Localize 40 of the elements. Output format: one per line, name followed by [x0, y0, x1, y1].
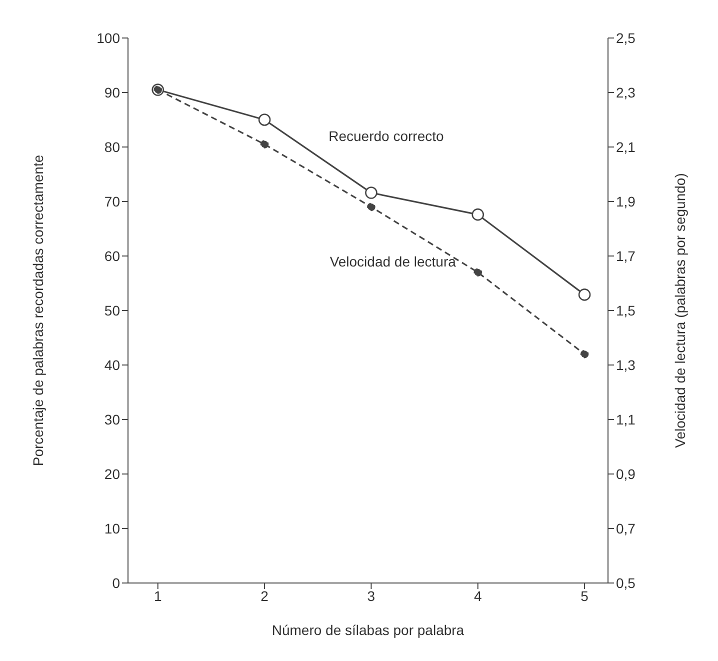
x-tick-label: 2: [260, 588, 269, 604]
series-label: Recuerdo correcto: [328, 128, 444, 144]
y2-tick-label: 1,3: [616, 356, 636, 373]
x-tick-label: 3: [367, 588, 376, 604]
y2-axis-title: Velocidad de lectura (palabras por segundo): [672, 173, 688, 448]
point: [367, 202, 376, 212]
y-tick-label: 100: [96, 30, 120, 46]
x-tick-label: 1: [154, 588, 162, 604]
y2-tick-label: 2,3: [616, 84, 636, 100]
x-tick-label: 5: [580, 588, 589, 604]
y2-tick-label: 1,1: [616, 411, 636, 428]
y2-tick-label: 2,5: [616, 30, 636, 46]
y2-tick-label: 2,1: [616, 138, 636, 155]
y-tick-label: 60: [104, 248, 120, 264]
y2-tick-label: 0,5: [616, 574, 636, 591]
y-tick-label: 70: [104, 193, 120, 210]
point: [258, 114, 271, 126]
y-tick-label: 10: [104, 520, 120, 536]
y2-tick-label: 1,7: [616, 248, 636, 264]
point: [260, 140, 269, 148]
y-tick-label: 80: [104, 138, 120, 155]
y-axis-title: Porcentaje de palabras recordadas correctamente: [30, 154, 46, 466]
point: [578, 288, 591, 301]
y2-tick-label: 1,9: [616, 193, 636, 210]
x-axis-title: Número de sílabas por palabra: [272, 622, 464, 638]
y-tick-label: 30: [104, 411, 120, 428]
point: [580, 350, 589, 358]
y-tick-label: 90: [104, 84, 120, 100]
y-tick-label: 0: [112, 574, 120, 591]
x-tick-label: 4: [474, 588, 482, 604]
point: [472, 208, 484, 221]
point: [474, 268, 482, 276]
point: [365, 186, 378, 199]
y2-tick-label: 0,7: [616, 520, 636, 536]
y-tick-label: 20: [104, 466, 120, 482]
y-tick-label: 50: [104, 302, 120, 318]
y2-tick-label: 1,5: [616, 302, 636, 318]
series-label: Velocidad de lectura: [330, 253, 456, 270]
y2-tick-label: 0,9: [616, 466, 636, 482]
y-tick-label: 40: [104, 356, 120, 373]
